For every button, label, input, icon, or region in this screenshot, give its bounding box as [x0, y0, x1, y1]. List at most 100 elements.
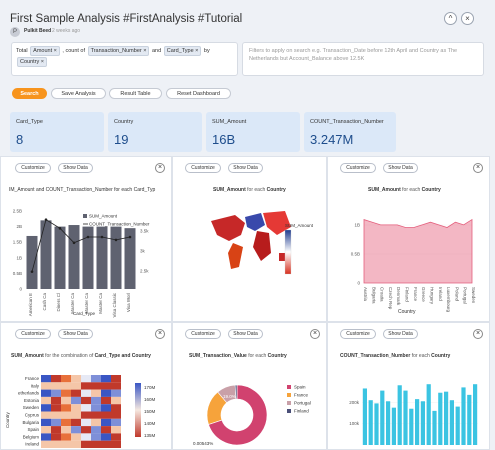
colorbar-tick-label: 170M: [144, 385, 156, 390]
kpi-value: 3.247M: [310, 132, 354, 147]
heatmap-cell: [61, 389, 71, 397]
kpi-value: 16B: [212, 132, 236, 147]
customize-button[interactable]: Customize: [15, 163, 51, 173]
x-tick-label: Master Ca: [70, 293, 75, 314]
heatmap-cell: [71, 433, 81, 441]
query-chip-country[interactable]: Country ×: [17, 57, 47, 67]
line-point: [30, 270, 34, 273]
close-panel-button[interactable]: ×: [473, 163, 483, 173]
heatmap-cell: [61, 433, 71, 441]
heatmap-cell: [101, 375, 111, 383]
save-analysis-button[interactable]: Save Analysis: [51, 88, 106, 99]
heatmap-cell: [101, 396, 111, 405]
chevron-up-icon: ^: [448, 14, 453, 23]
show-data-button[interactable]: Show Data: [228, 163, 263, 173]
bar: [438, 392, 443, 445]
x-axis-label: Country: [398, 309, 416, 315]
legend-label: Spain: [294, 385, 306, 390]
search-button[interactable]: Search: [12, 88, 47, 99]
query-chip-card-type[interactable]: Card_Type ×: [163, 46, 202, 56]
query-input[interactable]: Total Amount × , count of Transaction_Nu…: [11, 42, 238, 76]
x-tick-label: Visa Worl: [126, 293, 131, 312]
heatmap-cell: [111, 375, 121, 383]
show-data-button[interactable]: Show Data: [228, 329, 263, 339]
kpi-card-card-type: Card_Type 8: [10, 112, 104, 152]
x-tick-label: Hungary: [429, 287, 434, 305]
title-dimension: Card_Type and Country: [94, 353, 151, 359]
y2-tick-label: 3.5k: [140, 229, 149, 234]
heatmap-cell: [41, 418, 51, 427]
heatmap-cell: [91, 433, 101, 441]
heatmap-cell: [81, 382, 91, 390]
close-panel-button[interactable]: ×: [155, 329, 165, 339]
close-panel-button[interactable]: ×: [473, 329, 483, 339]
heatmap-cell: [61, 396, 71, 405]
heatmap-cell: [101, 418, 111, 427]
kpi-card-country: Country 19: [108, 112, 202, 152]
close-panel-button[interactable]: ×: [310, 329, 320, 339]
heatmap-cell: [51, 426, 61, 434]
legend-label: France: [294, 393, 309, 398]
heatmap-cell: [61, 418, 71, 427]
y-tick-label: 0: [19, 287, 22, 292]
bar: [68, 225, 80, 289]
customize-button[interactable]: Customize: [185, 163, 221, 173]
legend-label: Portugal: [294, 401, 311, 406]
y-tick-label: Italy: [31, 383, 40, 388]
close-panel-button[interactable]: ×: [155, 163, 165, 173]
heatmap-cell: [51, 389, 61, 397]
area-series: [363, 218, 473, 284]
kpi-label: Card_Type: [16, 119, 43, 125]
x-tick-label: Sweden: [471, 287, 476, 304]
customize-button[interactable]: Customize: [185, 329, 221, 339]
close-analysis-button[interactable]: ×: [461, 12, 474, 25]
reset-dashboard-button[interactable]: Reset Dashboard: [166, 88, 231, 99]
heatmap-cell: [71, 426, 81, 434]
line-point: [72, 241, 76, 245]
result-table-button[interactable]: Result Table: [109, 88, 162, 99]
chart-title: SUM_Amount for the combination of Card_T…: [11, 353, 151, 359]
close-icon: ×: [312, 330, 318, 337]
y-tick-label: Spain: [27, 427, 39, 432]
y-tick-label: Belgium: [23, 434, 40, 439]
bar: [415, 399, 420, 445]
heatmap-cell: [71, 396, 81, 405]
filter-input[interactable]: Filters to apply on search e.g. Transact…: [242, 42, 484, 76]
heatmap-cell: [71, 389, 81, 397]
legend-label: Finland: [294, 409, 309, 414]
y-tick-label: 200k: [349, 400, 360, 405]
customize-button[interactable]: Customize: [15, 329, 51, 339]
heatmap-cell: [91, 440, 101, 448]
heatmap-cell: [81, 404, 91, 412]
bar: [110, 226, 122, 289]
heatmap-cell: [101, 440, 111, 448]
heatmap-cell: [71, 375, 81, 383]
colorbar-title: SUM_Amount: [285, 223, 314, 228]
y-axis-label: Country: [5, 411, 10, 428]
show-data-button[interactable]: Show Data: [383, 163, 418, 173]
collapse-button[interactable]: ^: [444, 12, 457, 25]
y-tick-label: 0.5B: [351, 252, 360, 257]
legend-label: SUM_Amount: [89, 214, 118, 219]
bar: [397, 385, 402, 445]
bar: [444, 391, 449, 445]
query-chip-transaction-number[interactable]: Transaction_Number ×: [87, 46, 150, 56]
customize-button[interactable]: Customize: [340, 329, 376, 339]
heatmap-cell: [61, 426, 71, 434]
y-tick-label: 0.5B: [13, 271, 22, 276]
close-icon: ×: [475, 330, 481, 337]
bar: [403, 390, 408, 445]
bar: [380, 390, 385, 445]
show-data-button[interactable]: Show Data: [383, 329, 418, 339]
customize-button[interactable]: Customize: [340, 163, 376, 173]
title-connector: for the combination of: [45, 353, 94, 359]
kpi-label: Country: [114, 119, 134, 125]
show-data-button[interactable]: Show Data: [58, 329, 93, 339]
x-tick-label: American E: [28, 293, 33, 316]
line-point: [44, 218, 48, 221]
close-icon: ×: [157, 164, 163, 171]
query-chip-amount[interactable]: Amount ×: [30, 46, 60, 56]
heatmap-chart: France Italy etherlands Estonia Sweden Cyprus…: [5, 375, 156, 448]
show-data-button[interactable]: Show Data: [58, 163, 93, 173]
